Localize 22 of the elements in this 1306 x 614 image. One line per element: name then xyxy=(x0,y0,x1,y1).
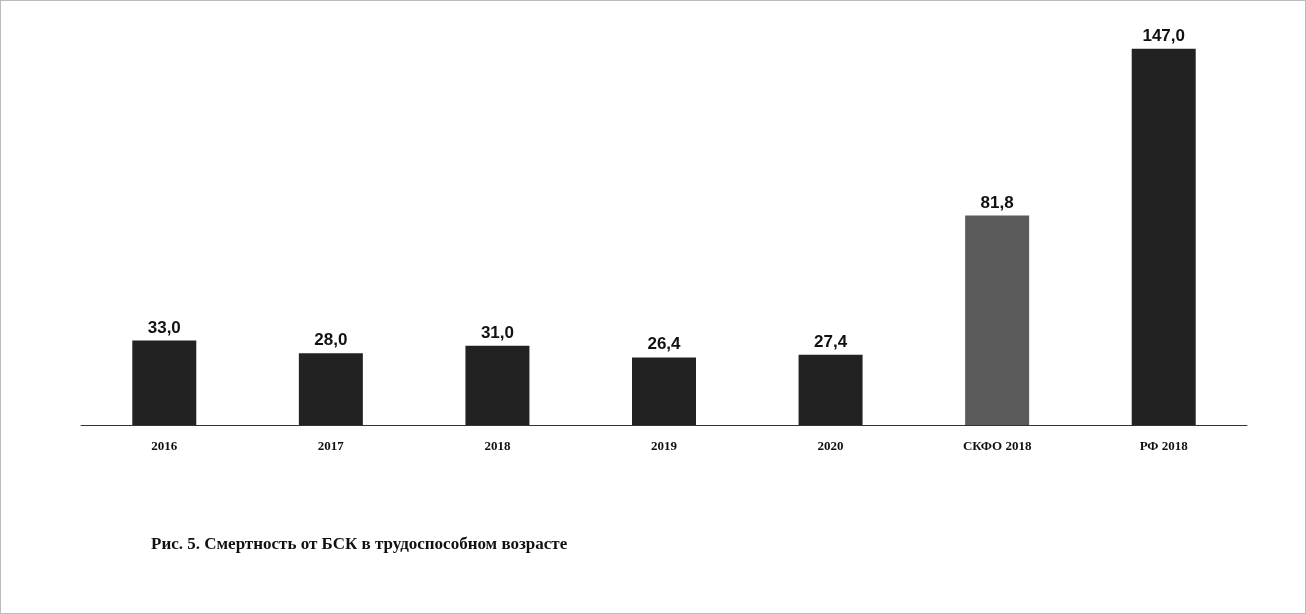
bar xyxy=(1131,48,1196,425)
x-tick-label: 2016 xyxy=(151,438,178,453)
x-tick-label: РФ 2018 xyxy=(1139,438,1189,453)
bar xyxy=(965,215,1030,425)
bar xyxy=(465,345,530,425)
data-label: 81,8 xyxy=(980,192,1014,212)
bar xyxy=(298,353,363,425)
text: Рис. 5. Смертность от БСК в трудоспособном возрасте xyxy=(151,534,568,553)
bar xyxy=(632,357,696,425)
bar xyxy=(798,354,863,425)
data-label: 26,4 xyxy=(647,334,682,354)
x-tick-label: 2019 xyxy=(651,438,678,453)
data-label: 31,0 xyxy=(480,322,514,342)
x-tick-label: 2018 xyxy=(484,438,511,453)
bar xyxy=(132,340,197,425)
x-tick-label: СКФО 2018 xyxy=(962,438,1032,453)
x-tick-label: 2020 xyxy=(817,438,844,453)
data-label: 33,0 xyxy=(147,317,181,337)
data-label: 27,4 xyxy=(814,331,848,351)
x-tick-label: 2017 xyxy=(317,438,345,453)
data-label: 147,0 xyxy=(1142,25,1185,45)
data-label: 28,0 xyxy=(314,330,348,350)
